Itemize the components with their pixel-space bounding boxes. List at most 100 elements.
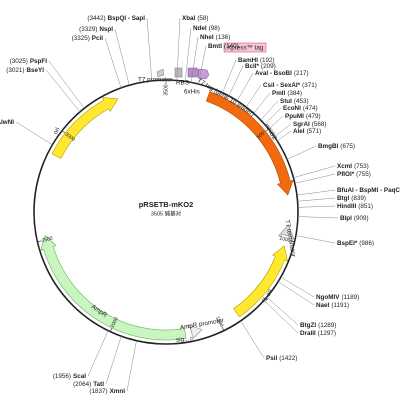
site-label: DraIII (1297) — [300, 330, 336, 337]
scale-tick — [37, 240, 42, 242]
site-position: (3329) — [79, 26, 97, 33]
leader-line — [146, 17, 153, 81]
site-label: HindIII (851) — [337, 203, 373, 210]
site-position: (1422) — [279, 355, 297, 362]
ori-arc — [51, 97, 119, 159]
t7-terminator-arc — [277, 224, 295, 240]
site-label: (1837) XmnI — [89, 388, 125, 395]
site-name: NheI — [200, 34, 214, 41]
leader-line — [48, 60, 85, 109]
site-position: (3325) — [72, 35, 90, 42]
site-name: CsiI - SexAI* — [263, 82, 301, 89]
site-position: (58) — [197, 15, 208, 22]
site-position: (839) — [351, 195, 366, 202]
site-name: PflOI* — [337, 171, 355, 178]
site-label: (2064) TatI — [73, 381, 104, 388]
site-label: NdeI (98) — [193, 25, 220, 32]
site-position: (675) — [340, 143, 355, 150]
site-name: DraIII — [300, 330, 316, 337]
leader-line — [297, 216, 339, 219]
scale-label: 2000 — [110, 316, 120, 329]
plasmid-size: 3505 碱基对 — [151, 209, 182, 217]
site-position: (753) — [354, 163, 369, 170]
scale-label: 2500 — [41, 236, 53, 244]
site-label: NaeI (1191) — [316, 302, 349, 309]
site-label: SgrAI (568) — [293, 121, 327, 128]
site-label: XcmI (753) — [337, 163, 369, 170]
leader-line — [293, 165, 336, 178]
leader-line — [280, 276, 315, 298]
leader-line — [245, 84, 262, 108]
site-name: PsiI — [266, 355, 277, 362]
site-label: BspEI* (986) — [337, 240, 374, 247]
site-position: (568) — [312, 121, 327, 128]
site-position: (755) — [356, 171, 371, 178]
site-label: BlpI (909) — [340, 215, 369, 222]
site-label: AleI (571) — [293, 128, 321, 135]
leader-line — [263, 300, 299, 334]
site-name: XcmI — [337, 163, 352, 170]
site-position: (217) — [294, 70, 309, 77]
site-label: NheI (136) — [200, 34, 230, 41]
site-name: BclI* — [245, 63, 260, 70]
leader-line — [296, 189, 336, 196]
ori-label: ori — [52, 126, 61, 135]
leader-line — [277, 130, 292, 142]
site-label: BamHI (192) — [238, 57, 275, 64]
leader-line — [286, 145, 317, 160]
mko2-arc — [205, 91, 294, 196]
site-position: (1191) — [331, 302, 349, 309]
site-name: StuI — [280, 98, 292, 105]
leader-line — [260, 100, 279, 121]
site-name: AlwNI — [0, 119, 14, 126]
site-position: (479) — [306, 113, 321, 120]
site-name: PciI — [92, 35, 103, 42]
site-name: SgrAI — [293, 121, 310, 128]
site-label: BtgI (839) — [337, 195, 366, 202]
leader-line — [236, 72, 254, 101]
his-label: 6xHis — [184, 89, 200, 96]
site-name: NgoMIV — [316, 294, 340, 301]
scale-label: 3000 — [63, 131, 76, 143]
site-name: BmgBI — [318, 143, 339, 150]
sig-label: sig... — [176, 336, 190, 344]
site-name: HindIII — [337, 203, 356, 210]
leader-line — [240, 320, 265, 359]
site-label: (2749)AlwNI — [0, 119, 14, 126]
leader-line — [126, 340, 137, 392]
site-label: PflOI* (755) — [337, 171, 371, 178]
site-label: EcoNI (474) — [283, 105, 318, 112]
site-label: (3021) BseYI — [6, 67, 44, 74]
site-label: BclI* (209) — [245, 63, 276, 70]
site-name: PspFI — [30, 58, 47, 65]
site-position: (851) — [358, 203, 373, 210]
plasmid-title: pRSETB-mKO2 — [139, 200, 194, 209]
site-label: AvaI - BsoBI (217) — [255, 70, 309, 77]
leader-line — [114, 28, 130, 86]
xpress-label: Xpress™ tag — [227, 45, 264, 52]
rbs-label: RBS — [176, 80, 189, 87]
site-name: BtgZI — [300, 322, 316, 329]
leader-line — [87, 330, 109, 377]
site-name: TatI — [93, 381, 104, 388]
site-label: PsiI (1422) — [266, 355, 297, 362]
site-position: (1189) — [341, 294, 359, 301]
site-name: BamHI — [238, 57, 258, 64]
site-position: (1956) — [53, 373, 71, 380]
leader-line — [190, 36, 199, 83]
site-position: (453) — [294, 98, 309, 105]
leader-line — [105, 336, 122, 385]
rbs-box — [174, 67, 183, 78]
scale-label: 1000 — [279, 236, 291, 244]
site-label: (3325) PciI — [72, 35, 104, 42]
site-position: (98) — [209, 25, 220, 32]
scale-tick — [290, 240, 295, 242]
scale-label: 500 — [256, 130, 266, 140]
site-label: PpuMI (479) — [285, 113, 321, 120]
site-label: PmlI (384) — [272, 90, 302, 97]
site-label: XbaI (58) — [182, 15, 209, 22]
ampr-arc — [40, 234, 187, 341]
leader-line — [228, 65, 244, 97]
leader-line — [104, 37, 122, 88]
